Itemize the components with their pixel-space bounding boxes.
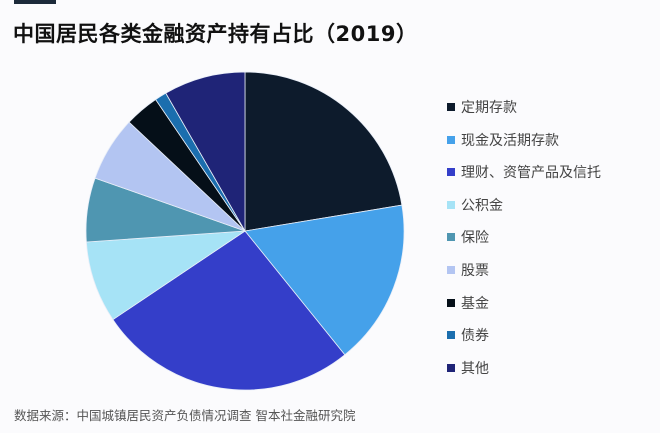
legend-label: 定期存款 — [461, 100, 517, 116]
legend-swatch — [447, 200, 455, 209]
legend-label: 保险 — [461, 230, 489, 247]
legend-swatch — [447, 168, 455, 177]
legend-item: 公积金 — [447, 197, 503, 214]
legend-label: 其他 — [461, 360, 489, 377]
legend-label: 股票 — [461, 263, 489, 279]
legend-swatch — [447, 298, 455, 307]
pie-slice — [244, 71, 403, 232]
legend-swatch — [447, 363, 455, 372]
legend-swatch — [447, 103, 455, 111]
legend-label: 公积金 — [461, 197, 503, 214]
source-note: 数据来源：中国城镇居民资产负债情况调查 智本社金融研究院 — [14, 408, 356, 423]
pie-slice — [112, 230, 346, 391]
legend-item: 股票 — [447, 262, 489, 279]
legend-swatch — [447, 135, 455, 144]
legend-swatch — [447, 233, 455, 242]
legend-item: 基金 — [447, 295, 489, 312]
legend-label: 现金及活期存款 — [461, 132, 559, 149]
title-accent-bar — [14, 0, 56, 4]
chart-title: 中国居民各类金融资产持有占比（2019） — [13, 22, 418, 46]
pie-slice — [165, 71, 246, 233]
legend-label: 基金 — [461, 295, 489, 312]
legend-label: 理财、资管产品及信托 — [461, 165, 601, 182]
legend-swatch — [447, 266, 455, 274]
legend-item: 理财、资管产品及信托 — [447, 164, 601, 182]
pie-slice — [244, 204, 405, 356]
legend-item: 现金及活期存款 — [447, 132, 559, 149]
legend-item: 保险 — [447, 229, 489, 247]
legend-label: 债券 — [461, 328, 489, 345]
legend-item: 定期存款 — [447, 99, 517, 116]
legend-swatch — [447, 331, 455, 340]
legend-item: 其他 — [447, 360, 489, 377]
legend-item: 债券 — [447, 327, 489, 345]
